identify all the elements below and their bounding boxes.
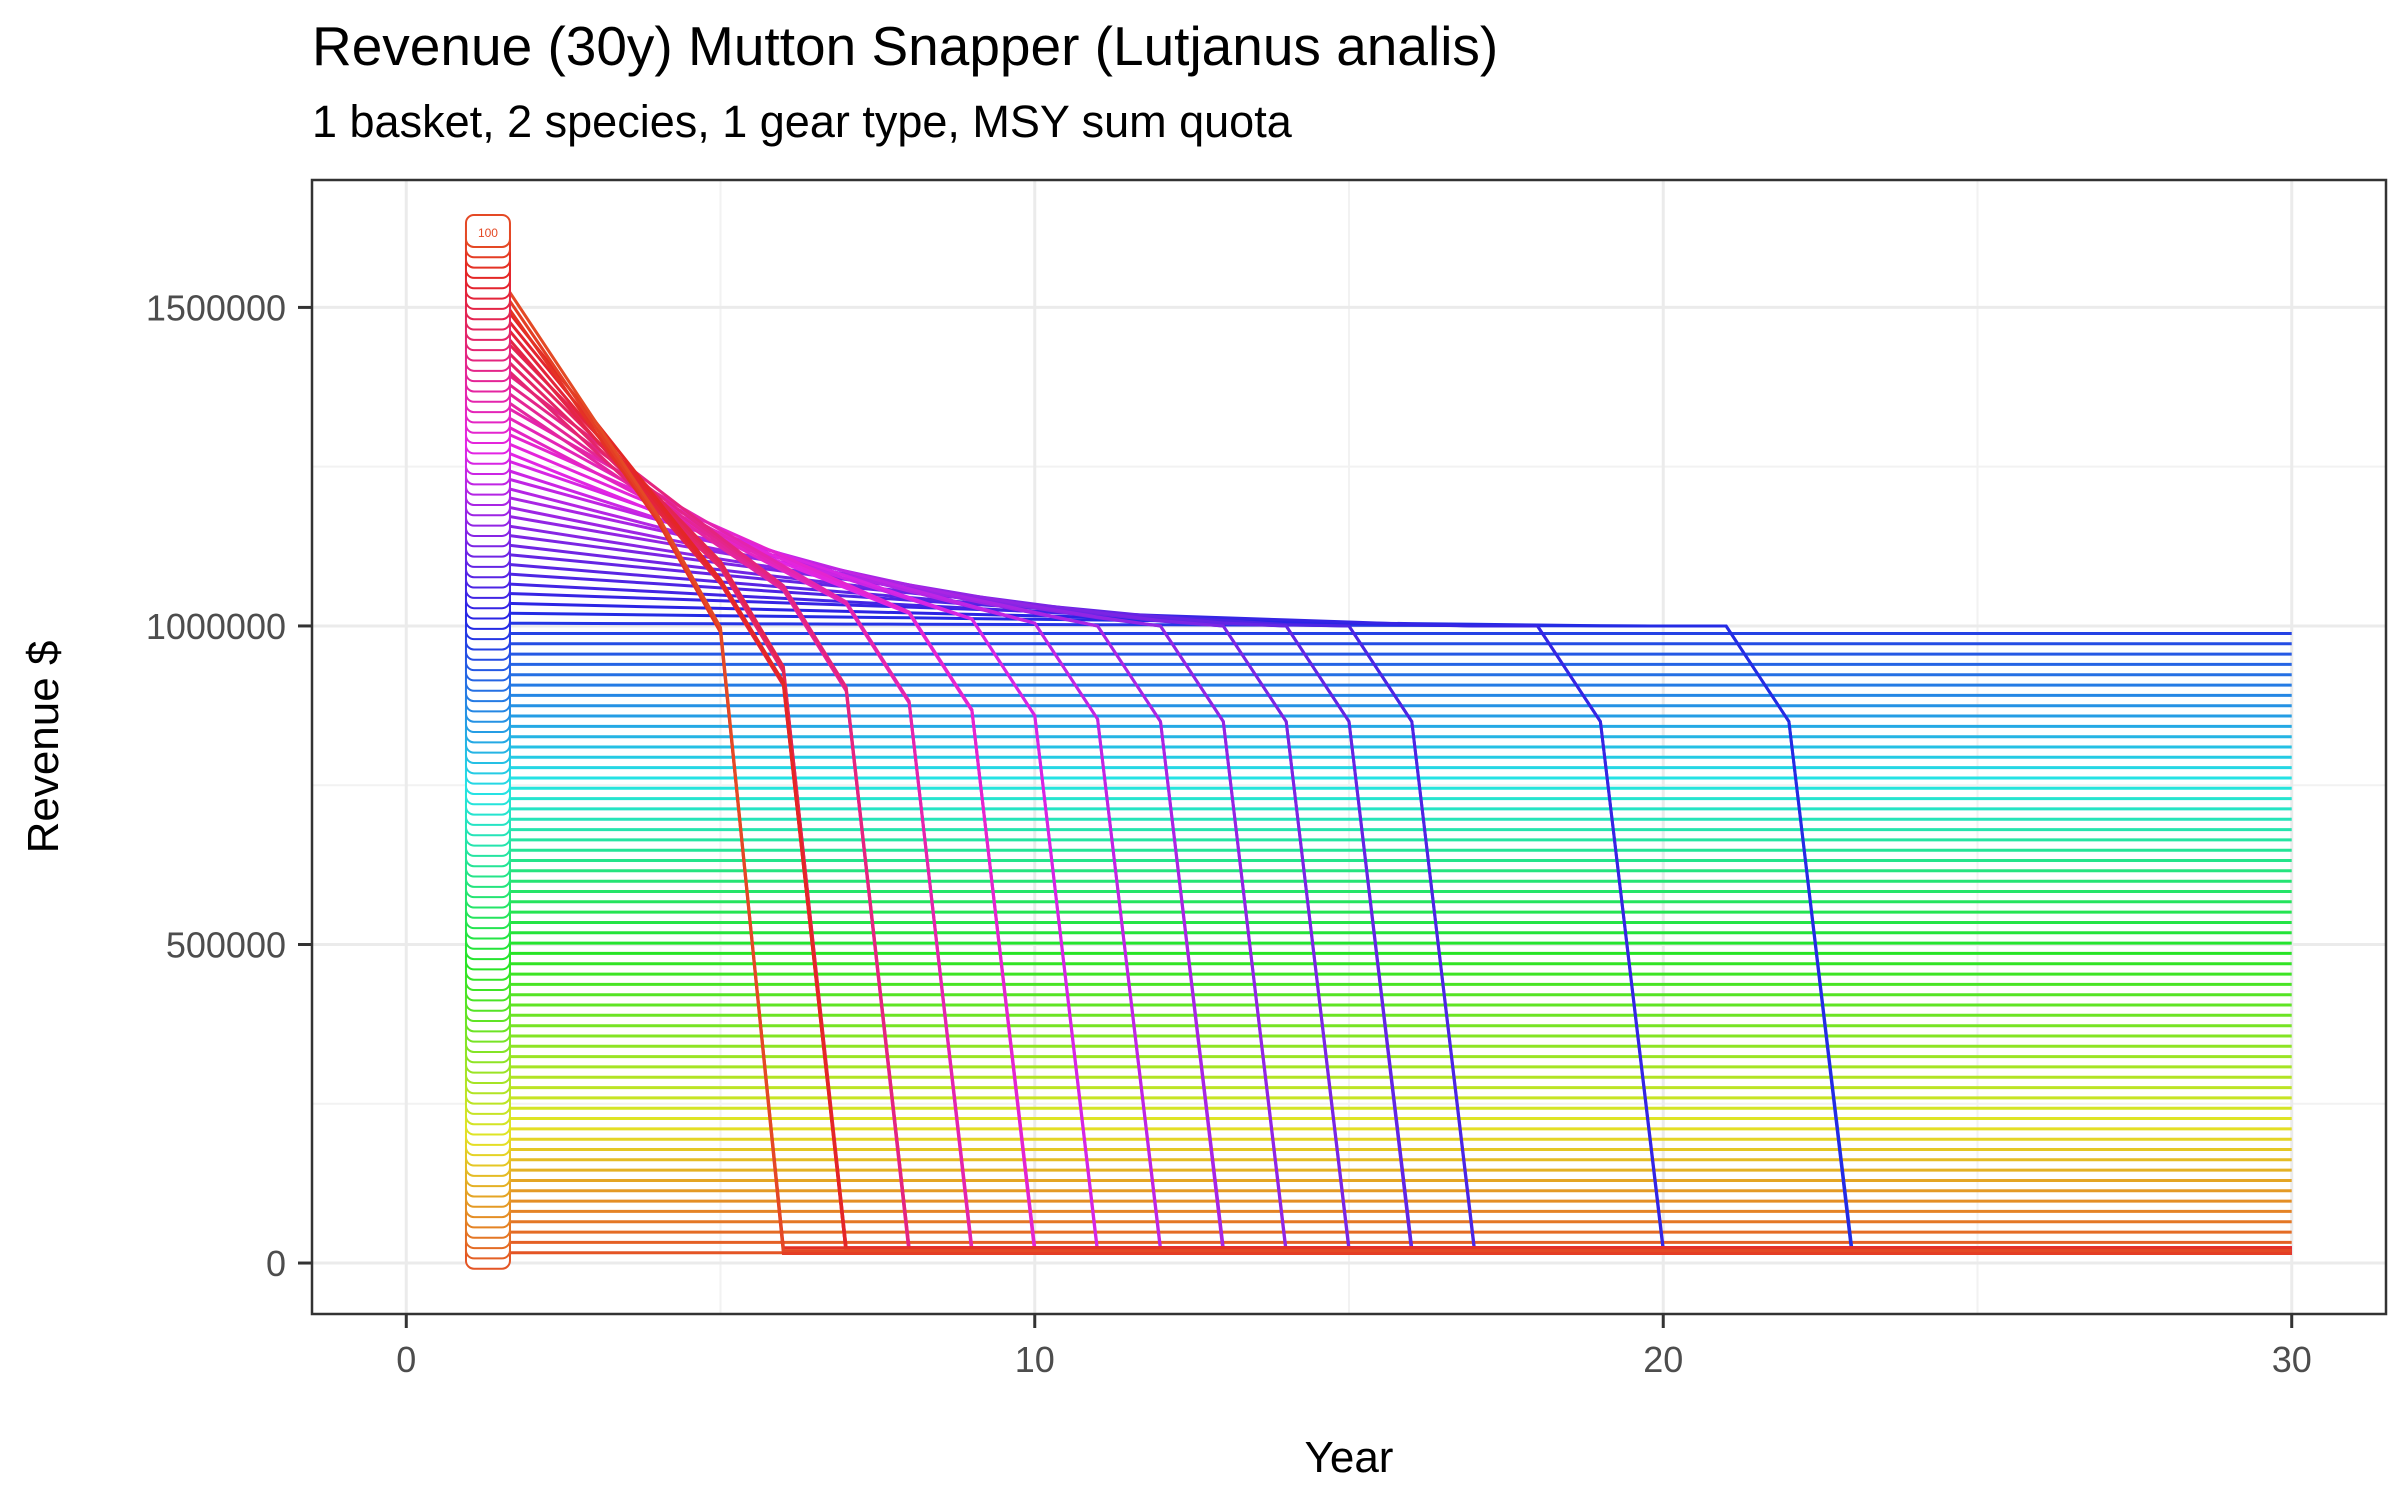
chart-subtitle: 1 basket, 2 species, 1 gear type, MSY su…	[312, 96, 1292, 147]
series-line-84	[468, 394, 2292, 1255]
series-layer	[467, 230, 2292, 1255]
series-start-label-100	[464, 213, 511, 248]
series-line-88	[468, 353, 2292, 1253]
panel-border	[310, 178, 2388, 1316]
series-line-96	[467, 271, 2292, 1255]
x-tick-label: 0	[396, 1339, 416, 1380]
series-line-90	[468, 333, 2292, 1255]
series-line-66	[469, 580, 2292, 1255]
series-line-72	[468, 518, 2292, 1255]
series-line-86	[468, 374, 2292, 1250]
series-line-83	[468, 405, 2292, 1250]
y-tick-label: 1500000	[146, 287, 286, 328]
series-line-76	[468, 477, 2292, 1253]
y-tick-label: 500000	[166, 924, 286, 965]
y-axis-title: Revenue $	[19, 641, 68, 854]
y-tick-label: 1000000	[146, 606, 286, 647]
chart-title: Revenue (30y) Mutton Snapper (Lutjanus a…	[312, 15, 1499, 77]
x-tick-label: 10	[1015, 1339, 1055, 1380]
axis-layer: 0 10 20 30 0 500000 1000000 1500000	[146, 287, 2312, 1380]
series-line-74	[468, 497, 2292, 1250]
series-line-70	[468, 539, 2292, 1253]
y-tick-label: 0	[266, 1243, 286, 1284]
x-tick-label: 20	[1643, 1339, 1683, 1380]
series-line-100	[467, 230, 2292, 1253]
series-line-89	[468, 343, 2292, 1250]
start-label-layer: 100	[464, 213, 511, 1270]
x-axis-title: Year	[1305, 1433, 1394, 1482]
x-tick-label: 30	[2272, 1339, 2312, 1380]
series-line-64	[469, 601, 2292, 1253]
series-start-label-text: 100	[478, 226, 498, 240]
